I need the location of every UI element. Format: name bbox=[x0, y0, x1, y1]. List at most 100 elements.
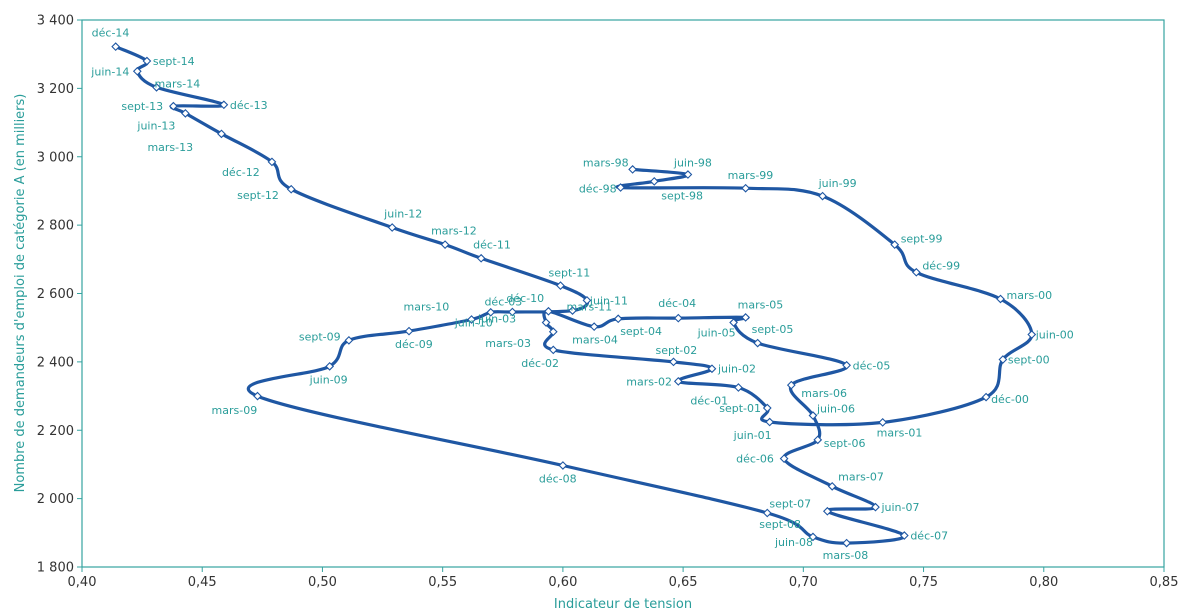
data-point-marker bbox=[818, 191, 827, 201]
data-point-label: juin-10 bbox=[454, 316, 493, 329]
data-point-marker bbox=[890, 240, 900, 249]
data-point-marker bbox=[568, 306, 577, 315]
data-point-label: sept-08 bbox=[759, 518, 801, 531]
data-point-label: sept-12 bbox=[237, 189, 279, 202]
data-point-label: juin-09 bbox=[309, 373, 348, 386]
data-point-marker bbox=[911, 267, 921, 277]
data-point-label: mars-13 bbox=[147, 141, 193, 154]
data-point-label: déc-01 bbox=[690, 395, 728, 408]
data-point-marker bbox=[673, 313, 683, 323]
data-point-marker bbox=[132, 66, 142, 76]
data-point-label: déc-10 bbox=[506, 292, 544, 305]
x-tick-label: 0,50 bbox=[308, 575, 337, 590]
data-point-label: mars-02 bbox=[626, 375, 672, 388]
data-point-labels: mars-98 juin-98 sept-98 déc-98 mars-99 juin-9… bbox=[90, 27, 1073, 562]
data-point-marker bbox=[822, 506, 832, 516]
data-point-label: juin-13 bbox=[136, 119, 175, 132]
data-point-marker bbox=[344, 335, 354, 345]
data-point-marker bbox=[440, 240, 450, 249]
data-point-marker bbox=[878, 418, 888, 427]
data-point-label: déc-08 bbox=[539, 472, 577, 485]
x-tick-label: 0,70 bbox=[789, 575, 818, 590]
data-point-marker bbox=[616, 183, 625, 192]
data-point-marker bbox=[267, 157, 277, 167]
data-point-marker bbox=[779, 454, 789, 464]
data-point-marker bbox=[669, 357, 678, 367]
x-tick-label: 0,75 bbox=[909, 575, 938, 590]
data-point-label: mars-03 bbox=[485, 337, 531, 350]
data-point-marker bbox=[541, 318, 551, 327]
data-point-marker bbox=[981, 392, 991, 402]
data-point-marker bbox=[741, 183, 751, 193]
data-point-label: déc-11 bbox=[473, 238, 511, 251]
data-point-marker bbox=[325, 361, 335, 371]
data-point-marker bbox=[508, 307, 517, 317]
data-point-label: juin-99 bbox=[818, 177, 857, 190]
data-point-marker bbox=[753, 338, 763, 348]
data-point-marker bbox=[741, 313, 751, 322]
data-point-label: juin-14 bbox=[90, 65, 129, 78]
data-point-label: mars-14 bbox=[155, 77, 201, 90]
data-point-marker bbox=[613, 314, 623, 324]
data-point-label: déc-02 bbox=[521, 357, 559, 370]
data-point-marker bbox=[476, 253, 486, 263]
x-tick-label: 0,40 bbox=[68, 575, 97, 590]
data-point-marker bbox=[404, 326, 414, 336]
data-point-marker bbox=[217, 129, 226, 139]
data-point-marker bbox=[813, 435, 823, 445]
data-point-marker bbox=[181, 108, 190, 118]
data-point-label: mars-11 bbox=[567, 301, 613, 314]
data-point-label: mars-10 bbox=[404, 300, 450, 313]
data-point-label: mars-08 bbox=[823, 549, 869, 562]
x-tick-label: 0,60 bbox=[548, 575, 577, 590]
data-point-marker bbox=[548, 327, 558, 337]
data-point-label: sept-01 bbox=[719, 402, 761, 415]
data-point-marker bbox=[589, 322, 599, 332]
data-point-label: mars-05 bbox=[738, 298, 784, 311]
data-point-marker bbox=[762, 508, 772, 518]
data-point-marker bbox=[729, 318, 738, 327]
data-point-marker bbox=[219, 100, 229, 110]
data-point-label: déc-07 bbox=[910, 530, 948, 543]
data-point-label: sept-13 bbox=[121, 100, 163, 113]
y-tick-label: 3 000 bbox=[37, 150, 74, 165]
data-point-marker bbox=[467, 315, 476, 324]
data-point-marker bbox=[628, 165, 637, 174]
data-point-label: juin-00 bbox=[1035, 329, 1074, 342]
data-point-marker bbox=[765, 417, 775, 427]
y-tick-label: 3 400 bbox=[37, 14, 74, 29]
data-point-marker bbox=[253, 391, 262, 401]
data-point-label: sept-07 bbox=[769, 497, 811, 510]
data-point-label: déc-09 bbox=[395, 338, 433, 351]
data-point-label: mars-01 bbox=[877, 426, 923, 439]
data-point-label: sept-11 bbox=[548, 267, 590, 280]
data-point-marker bbox=[111, 42, 121, 52]
data-point-label: mars-99 bbox=[728, 169, 774, 182]
data-point-marker bbox=[548, 345, 558, 355]
data-point-marker bbox=[827, 481, 837, 491]
data-point-marker bbox=[683, 170, 693, 179]
data-point-label: mars-09 bbox=[212, 404, 258, 417]
y-tick-label: 2 000 bbox=[37, 492, 74, 507]
y-tick-label: 2 800 bbox=[37, 219, 74, 234]
data-point-marker bbox=[152, 82, 161, 92]
data-point-label: juin-05 bbox=[697, 327, 736, 340]
data-point-label: sept-06 bbox=[824, 437, 866, 450]
data-point-label: déc-14 bbox=[92, 27, 130, 40]
data-point-label: sept-98 bbox=[661, 189, 703, 202]
y-tick-label: 2 400 bbox=[37, 355, 74, 370]
data-point-marker bbox=[486, 307, 496, 317]
data-point-marker bbox=[582, 295, 592, 305]
y-axis-title: Nombre de demandeurs d'emploi de catégor… bbox=[13, 94, 28, 493]
data-point-markers bbox=[111, 42, 1037, 548]
data-point-label: sept-04 bbox=[620, 325, 662, 338]
data-point-label: juin-98 bbox=[673, 157, 712, 170]
data-point-marker bbox=[544, 306, 553, 316]
data-point-label: mars-00 bbox=[1006, 289, 1052, 302]
data-point-marker bbox=[786, 380, 796, 390]
data-point-label: déc-05 bbox=[853, 359, 891, 372]
x-tick-label: 0,45 bbox=[188, 575, 217, 590]
data-point-label: juin-07 bbox=[880, 501, 919, 514]
data-point-label: sept-02 bbox=[655, 344, 697, 357]
